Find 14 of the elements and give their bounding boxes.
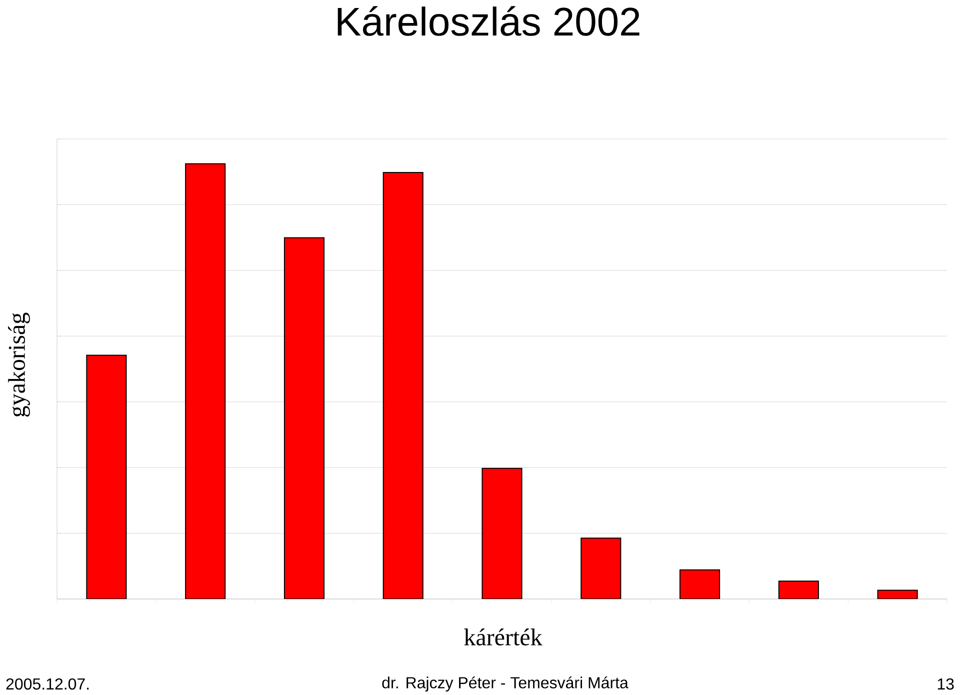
y-axis-title: gyakoriság [8, 312, 30, 417]
bar [284, 237, 325, 600]
text: 13 [938, 678, 954, 690]
bar [580, 538, 622, 600]
chart-title: Káreloszlás 2002 [338, 6, 640, 36]
bar [86, 354, 127, 600]
x-axis-title: kárérték [464, 628, 542, 646]
bar [680, 569, 720, 600]
bar [185, 163, 226, 600]
bar [482, 468, 522, 600]
bar [778, 580, 819, 600]
text: 2005.12.07. [6, 678, 89, 690]
text: dr. Rajczy Péter - Temesvári Márta [382, 676, 628, 692]
bar [382, 172, 424, 600]
